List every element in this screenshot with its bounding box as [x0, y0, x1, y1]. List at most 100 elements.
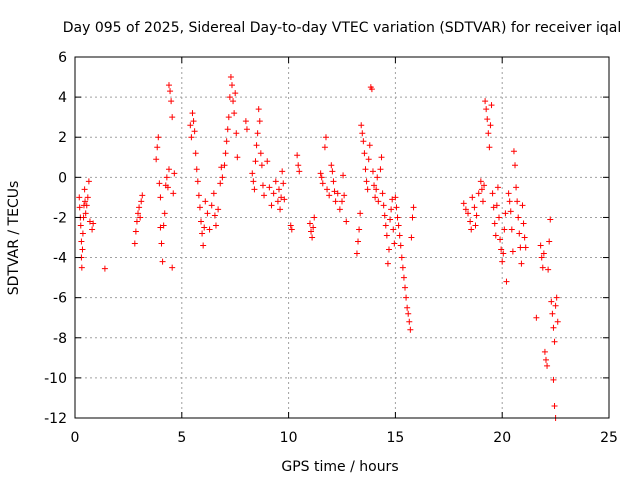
- data-point: [368, 86, 375, 93]
- data-point: [468, 226, 475, 233]
- data-point: [326, 192, 333, 199]
- data-point: [537, 242, 544, 249]
- data-point: [377, 166, 384, 173]
- data-point: [155, 134, 162, 141]
- y-tick-label: -6: [53, 291, 67, 307]
- data-point: [487, 122, 494, 129]
- data-point: [242, 118, 249, 125]
- data-point: [520, 220, 527, 227]
- axis-ticks: [74, 56, 610, 419]
- data-point: [161, 210, 168, 217]
- x-tick-label: 10: [280, 430, 298, 446]
- x-tick-label: 25: [600, 430, 618, 446]
- data-point: [310, 224, 317, 231]
- data-point: [193, 166, 200, 173]
- data-point: [510, 148, 517, 155]
- data-point: [136, 204, 143, 211]
- data-point: [398, 254, 405, 261]
- x-tick-labels: 0 5 10 15 20 25: [71, 430, 618, 446]
- data-point: [252, 158, 259, 165]
- data-point: [233, 130, 240, 137]
- y-tick-label: 6: [58, 50, 67, 66]
- data-point: [204, 210, 211, 217]
- data-point: [488, 102, 495, 109]
- data-point: [131, 240, 138, 247]
- data-point: [201, 224, 208, 231]
- data-point: [158, 240, 165, 247]
- data-point: [296, 168, 303, 175]
- data-point: [153, 156, 160, 163]
- data-point: [167, 88, 174, 95]
- data-point: [550, 324, 557, 331]
- data-point: [512, 162, 519, 169]
- data-point: [261, 192, 268, 199]
- data-point: [159, 258, 166, 265]
- data-point: [84, 194, 91, 201]
- data-point: [156, 180, 163, 187]
- chart-title: Day 095 of 2025, Sidereal Day-to-day VTE…: [63, 20, 621, 36]
- data-point: [306, 220, 313, 227]
- data-point: [211, 212, 218, 219]
- data-point: [499, 258, 506, 265]
- data-point: [139, 192, 146, 199]
- data-point: [359, 130, 366, 137]
- data-point: [362, 166, 369, 173]
- data-point: [387, 216, 394, 223]
- data-point: [234, 154, 241, 161]
- data-point: [164, 184, 171, 191]
- data-point: [82, 210, 89, 217]
- data-point: [192, 150, 199, 157]
- data-point: [469, 194, 476, 201]
- y-tick-label: 0: [58, 170, 67, 186]
- data-point: [551, 402, 558, 409]
- data-point: [270, 190, 277, 197]
- data-point: [77, 222, 84, 229]
- data-point: [196, 204, 203, 211]
- data-point: [212, 222, 219, 229]
- data-point: [551, 338, 558, 345]
- data-point: [221, 162, 228, 169]
- data-point: [295, 162, 302, 169]
- data-point: [78, 238, 85, 245]
- data-point: [135, 210, 142, 217]
- data-point: [475, 190, 482, 197]
- data-point: [230, 98, 237, 105]
- data-point: [288, 226, 295, 233]
- data-point: [472, 222, 479, 229]
- data-point: [542, 356, 549, 363]
- data-point: [133, 218, 140, 225]
- data-point: [506, 198, 513, 205]
- data-point: [217, 180, 224, 187]
- data-point: [361, 150, 368, 157]
- data-point: [215, 206, 222, 213]
- data-point: [251, 186, 258, 193]
- data-point: [549, 310, 556, 317]
- data-point: [373, 186, 380, 193]
- data-point: [538, 254, 545, 261]
- data-point: [399, 264, 406, 271]
- data-point: [393, 204, 400, 211]
- data-point: [163, 174, 170, 181]
- data-point: [343, 218, 350, 225]
- data-point: [308, 228, 315, 235]
- data-point: [462, 206, 469, 213]
- data-point: [491, 220, 498, 227]
- data-point: [500, 250, 507, 257]
- data-point: [358, 122, 365, 129]
- data-point: [408, 234, 415, 241]
- data-point: [390, 226, 397, 233]
- data-point: [407, 326, 414, 333]
- data-point: [539, 264, 546, 271]
- data-point: [388, 206, 395, 213]
- data-point: [191, 128, 198, 135]
- data-point: [404, 304, 411, 311]
- data-point: [353, 250, 360, 257]
- data-point: [278, 194, 285, 201]
- data-point: [83, 202, 90, 209]
- data-point: [384, 260, 391, 267]
- data-point: [516, 230, 523, 237]
- data-point: [371, 182, 378, 189]
- data-point: [519, 202, 526, 209]
- data-point: [479, 198, 486, 205]
- data-point: [505, 190, 512, 197]
